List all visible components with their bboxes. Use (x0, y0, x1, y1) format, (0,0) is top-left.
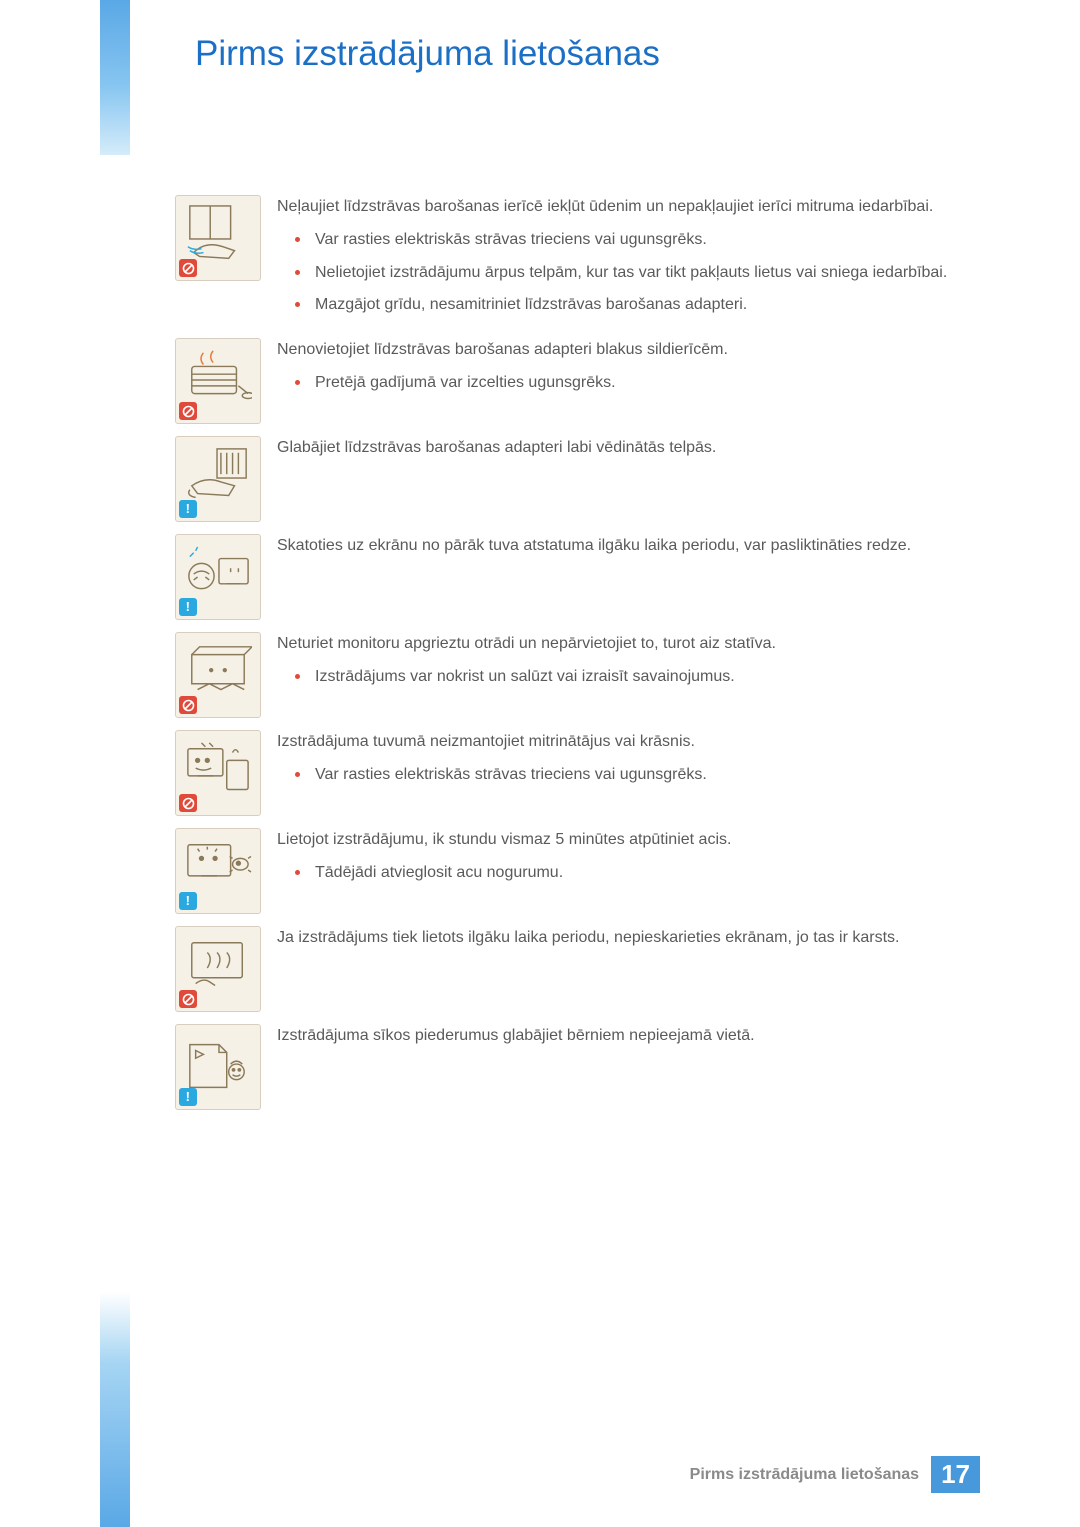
humidifier-icon (184, 739, 252, 793)
item-text: Izstrādājuma sīkos piederumus glabājiet … (277, 1024, 960, 1057)
item-text: Ja izstrādājums tiek lietots ilgāku laik… (277, 926, 960, 959)
item-text: Glabājiet līdzstrāvas barošanas adapteri… (277, 436, 960, 469)
pictogram-box (175, 338, 261, 424)
safety-item: Neturiet monitoru apgrieztu otrādi un ne… (175, 632, 960, 718)
item-lead: Glabājiet līdzstrāvas barošanas adapteri… (277, 436, 960, 461)
item-text: Nenovietojiet līdzstrāvas barošanas adap… (277, 338, 960, 404)
item-bullets: Izstrādājums var nokrist un salūzt vai i… (277, 665, 960, 690)
bullet-item: Nelietojiet izstrādājumu ārpus telpām, k… (315, 261, 960, 286)
prohibit-badge-icon (179, 794, 197, 812)
item-bullets: Tādējādi atvieglosit acu nogurumu. (277, 861, 960, 886)
item-bullets: Pretējā gadījumā var izcelties ugunsgrēk… (277, 371, 960, 396)
safety-item: ! Glabājiet līdzstrāvas barošanas adapter… (175, 436, 960, 522)
pictogram-box: ! (175, 1024, 261, 1110)
info-badge-icon: ! (179, 892, 197, 910)
item-lead: Nenovietojiet līdzstrāvas barošanas adap… (277, 338, 960, 363)
prohibit-badge-icon (179, 696, 197, 714)
bullet-item: Izstrādājums var nokrist un salūzt vai i… (315, 665, 960, 690)
safety-item: ! Skatoties uz ekrānu no pārāk tuva atsta… (175, 534, 960, 620)
prohibit-badge-icon (179, 990, 197, 1008)
safety-item: Ja izstrādājums tiek lietots ilgāku laik… (175, 926, 960, 1012)
bullet-item: Tādējādi atvieglosit acu nogurumu. (315, 861, 960, 886)
pictogram-box (175, 195, 261, 281)
small-parts-icon (184, 1033, 252, 1087)
prohibit-badge-icon (179, 259, 197, 277)
item-bullets: Var rasties elektriskās strāvas triecien… (277, 228, 960, 318)
page-footer: Pirms izstrādājuma lietošanas 17 (690, 1456, 980, 1493)
item-lead: Izstrādājuma tuvumā neizmantojiet mitrin… (277, 730, 960, 755)
info-badge-icon: ! (179, 500, 197, 518)
safety-item: Neļaujiet līdzstrāvas barošanas ierīcē i… (175, 195, 960, 326)
heater-icon (184, 347, 252, 401)
pictogram-box (175, 926, 261, 1012)
item-text: Neturiet monitoru apgrieztu otrādi un ne… (277, 632, 960, 698)
water-adapter-icon (184, 204, 252, 258)
info-badge-icon: ! (179, 1088, 197, 1106)
vent-adapter-icon (184, 445, 252, 499)
hot-screen-icon (184, 935, 252, 989)
pictogram-box: ! (175, 436, 261, 522)
pictogram-box: ! (175, 828, 261, 914)
info-badge-icon: ! (179, 598, 197, 616)
safety-item: ! Izstrādājuma sīkos piederumus glabājiet… (175, 1024, 960, 1110)
header-gradient-bar (100, 0, 130, 155)
bullet-item: Var rasties elektriskās strāvas triecien… (315, 763, 960, 788)
bullet-item: Mazgājot grīdu, nesamitriniet līdzstrāva… (315, 293, 960, 318)
footer-gradient-bar (100, 1292, 130, 1527)
footer-label: Pirms izstrādājuma lietošanas (690, 1466, 919, 1484)
item-lead: Neļaujiet līdzstrāvas barošanas ierīcē i… (277, 195, 960, 220)
item-lead: Neturiet monitoru apgrieztu otrādi un ne… (277, 632, 960, 657)
item-bullets: Var rasties elektriskās strāvas triecien… (277, 763, 960, 788)
item-text: Izstrādājuma tuvumā neizmantojiet mitrin… (277, 730, 960, 796)
pictogram-box (175, 632, 261, 718)
upside-down-icon (184, 641, 252, 695)
page-title: Pirms izstrādājuma lietošanas (195, 34, 660, 74)
bullet-item: Var rasties elektriskās strāvas triecien… (315, 228, 960, 253)
safety-item: Nenovietojiet līdzstrāvas barošanas adap… (175, 338, 960, 424)
bullet-item: Pretējā gadījumā var izcelties ugunsgrēk… (315, 371, 960, 396)
content-area: Neļaujiet līdzstrāvas barošanas ierīcē i… (175, 195, 960, 1122)
safety-item: Izstrādājuma tuvumā neizmantojiet mitrin… (175, 730, 960, 816)
safety-item: ! Lietojot izstrādājumu, ik stundu vismaz… (175, 828, 960, 914)
item-lead: Izstrādājuma sīkos piederumus glabājiet … (277, 1024, 960, 1049)
item-lead: Ja izstrādājums tiek lietots ilgāku laik… (277, 926, 960, 951)
eye-close-icon (184, 543, 252, 597)
prohibit-badge-icon (179, 402, 197, 420)
item-text: Skatoties uz ekrānu no pārāk tuva atstat… (277, 534, 960, 567)
page-number: 17 (931, 1456, 980, 1493)
item-lead: Skatoties uz ekrānu no pārāk tuva atstat… (277, 534, 960, 559)
rest-eyes-icon (184, 837, 252, 891)
item-lead: Lietojot izstrādājumu, ik stundu vismaz … (277, 828, 960, 853)
pictogram-box (175, 730, 261, 816)
item-text: Lietojot izstrādājumu, ik stundu vismaz … (277, 828, 960, 894)
item-text: Neļaujiet līdzstrāvas barošanas ierīcē i… (277, 195, 960, 326)
pictogram-box: ! (175, 534, 261, 620)
